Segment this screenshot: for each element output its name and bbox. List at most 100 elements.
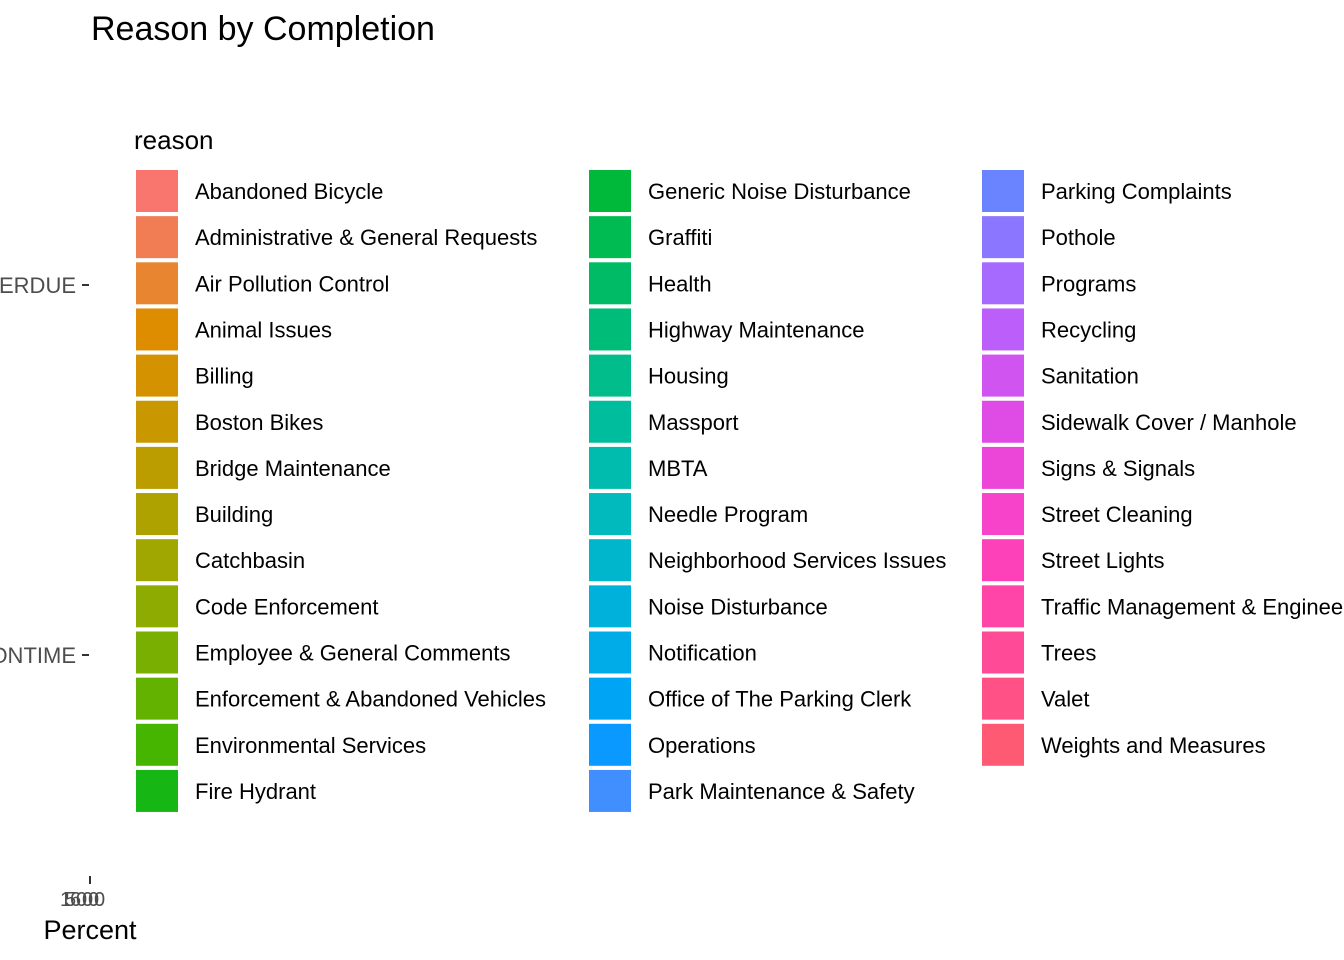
legend-key [134, 352, 180, 399]
legend-item: Neighborhood Services Issues [587, 537, 946, 584]
legend-item: Code Enforcement [134, 583, 378, 630]
legend-item: Catchbasin [134, 537, 305, 584]
legend-label: Billing [195, 364, 254, 389]
legend-key [587, 583, 633, 630]
legend-label: Trees [1041, 641, 1096, 666]
legend-label: Massport [648, 410, 738, 435]
legend-key [587, 629, 633, 676]
legend-key [980, 583, 1026, 630]
legend-item: Highway Maintenance [587, 306, 864, 353]
legend-key [587, 214, 633, 261]
legend-label: Animal Issues [195, 317, 332, 342]
legend-key [587, 767, 633, 814]
legend-item: Housing [587, 352, 729, 399]
legend-key [980, 398, 1026, 445]
legend-key [587, 491, 633, 538]
legend-item: Billing [134, 352, 254, 399]
legend-item: Notification [587, 629, 757, 676]
legend-label: Housing [648, 364, 729, 389]
legend-label: Valet [1041, 687, 1090, 712]
legend-key [980, 721, 1026, 768]
x-tick-label: 5 [65, 889, 76, 911]
legend-item: Programs [980, 260, 1136, 307]
legend-item: Generic Noise Disturbance [587, 168, 911, 214]
legend-key [134, 721, 180, 768]
legend-key [134, 767, 180, 814]
legend-item: Enforcement & Abandoned Vehicles [134, 675, 546, 722]
legend-item: Building [134, 491, 273, 538]
legend-label: Park Maintenance & Safety [648, 779, 915, 804]
legend-key [134, 214, 180, 261]
legend-key [980, 444, 1026, 491]
legend-item: Massport [587, 398, 738, 445]
legend-key [134, 629, 180, 676]
legend-label: Recycling [1041, 317, 1136, 342]
legend-item: Environmental Services [134, 721, 426, 768]
legend-item: Operations [587, 721, 756, 768]
legend-title: reason [134, 125, 214, 155]
legend-item: Signs & Signals [980, 444, 1195, 491]
legend-label: Building [195, 502, 273, 527]
legend-label: Neighborhood Services Issues [648, 548, 946, 573]
legend-label: Programs [1041, 271, 1136, 296]
legend: reason Abandoned Bicycle Administrative &… [134, 125, 1344, 814]
legend-item: Needle Program [587, 491, 808, 538]
legend-label: Abandoned Bicycle [195, 179, 383, 204]
legend-item: Park Maintenance & Safety [587, 767, 915, 814]
legend-label: Pothole [1041, 225, 1116, 250]
legend-label: Boston Bikes [195, 410, 323, 435]
legend-item: Employee & General Comments [134, 629, 510, 676]
legend-label: Code Enforcement [195, 594, 378, 619]
legend-key [980, 537, 1026, 584]
legend-label: Highway Maintenance [648, 317, 864, 342]
legend-key [980, 491, 1026, 538]
legend-item: Graffiti [587, 214, 712, 261]
legend-key [980, 168, 1026, 214]
legend-label: Health [648, 271, 712, 296]
legend-label: Signs & Signals [1041, 456, 1195, 481]
legend-key [587, 168, 633, 214]
legend-key [134, 583, 180, 630]
legend-item: Air Pollution Control [134, 260, 389, 307]
legend-key [587, 260, 633, 307]
legend-key [134, 675, 180, 722]
legend-item: Traffic Management & Engineering [980, 583, 1344, 630]
legend-key [134, 306, 180, 353]
legend-label: Office of The Parking Clerk [648, 687, 912, 712]
x-axis-title: Percent [43, 915, 137, 945]
legend-item: Animal Issues [134, 306, 332, 353]
legend-key [980, 260, 1026, 307]
legend-label: Bridge Maintenance [195, 456, 391, 481]
legend-label: Catchbasin [195, 548, 305, 573]
legend-label: Sanitation [1041, 364, 1139, 389]
legend-item: Bridge Maintenance [134, 444, 391, 491]
legend-label: Parking Complaints [1041, 179, 1232, 204]
legend-item: Boston Bikes [134, 398, 323, 445]
x-tick-label: 0 [82, 889, 93, 911]
legend-key [587, 537, 633, 584]
legend-label: Street Cleaning [1041, 502, 1193, 527]
legend-key [587, 306, 633, 353]
legend-item: Parking Complaints [980, 168, 1232, 214]
legend-key [587, 444, 633, 491]
legend-label: Street Lights [1041, 548, 1165, 573]
x-tick-label: 0 [94, 889, 105, 911]
x-tick-label: 0 [88, 889, 99, 911]
legend-label: Sidewalk Cover / Manhole [1041, 410, 1297, 435]
legend-item: Fire Hydrant [134, 767, 316, 814]
chart-title: Reason by Completion [91, 10, 435, 48]
legend-label: Operations [648, 733, 756, 758]
legend-item: Health [587, 260, 712, 307]
legend-item: Trees [980, 629, 1096, 676]
x-tick-label: 6 [70, 889, 81, 911]
legend-item: MBTA [587, 444, 708, 491]
legend-item: Street Lights [980, 537, 1165, 584]
legend-key [587, 352, 633, 399]
legend-item: Street Cleaning [980, 491, 1193, 538]
legend-key [134, 444, 180, 491]
legend-item: Recycling [980, 306, 1136, 353]
legend-item: Sidewalk Cover / Manhole [980, 398, 1297, 445]
legend-label: Generic Noise Disturbance [648, 179, 911, 204]
